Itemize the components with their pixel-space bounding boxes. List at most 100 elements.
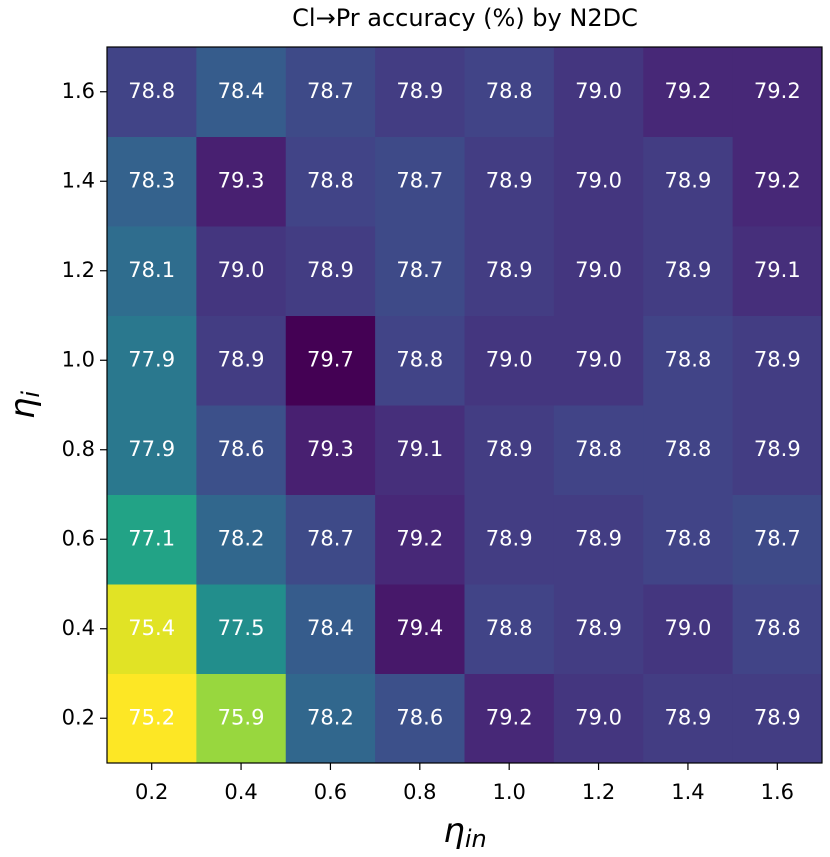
cell-label: 77.9 (128, 347, 175, 371)
heatmap-cell (553, 136, 644, 227)
cell-label: 78.9 (665, 705, 712, 729)
cell-label: 78.8 (754, 616, 801, 640)
cell-label: 79.0 (575, 258, 622, 282)
cell-label: 78.8 (128, 79, 175, 103)
heatmap-cell (375, 405, 465, 495)
cell-label: 78.9 (486, 437, 533, 461)
cell-label: 78.6 (218, 437, 265, 461)
heatmap-cell (375, 584, 465, 674)
cell-label: 79.2 (486, 705, 533, 729)
heatmap-cell (553, 47, 644, 137)
cell-label: 79.1 (754, 258, 801, 282)
y-tick-label: 1.2 (62, 258, 95, 282)
heatmap-cell (107, 405, 197, 495)
heatmap-cell (643, 673, 734, 764)
cell-label: 78.9 (307, 258, 354, 282)
heatmap-cell (553, 494, 644, 585)
heatmap-cell (732, 315, 823, 406)
heatmap-cell (285, 226, 376, 316)
cell-label: 79.1 (396, 437, 443, 461)
heatmap-cell (196, 673, 287, 764)
heatmap-cell (643, 584, 734, 674)
cell-label: 78.7 (754, 526, 801, 550)
cell-label: 78.9 (665, 168, 712, 192)
cell-label: 78.8 (665, 437, 712, 461)
heatmap-cell (107, 226, 197, 316)
cell-label: 79.0 (218, 258, 265, 282)
heatmap-cell (375, 494, 465, 585)
x-tick-label: 1.2 (582, 780, 615, 804)
cell-label: 78.9 (754, 437, 801, 461)
cell-label: 78.8 (575, 437, 622, 461)
heatmap-cell (285, 584, 376, 674)
heatmap-cell (464, 47, 555, 137)
x-axis-label: ηin (443, 811, 486, 854)
heatmap-cell (196, 136, 287, 227)
heatmap-cell (553, 584, 644, 674)
cell-label: 78.9 (486, 526, 533, 550)
cell-label: 78.7 (396, 168, 443, 192)
y-tick-label: 0.2 (62, 705, 95, 729)
y-axis-label: ηi (3, 391, 46, 420)
cell-label: 75.4 (128, 616, 175, 640)
cell-label: 78.8 (396, 347, 443, 371)
x-tick-label: 1.0 (492, 780, 525, 804)
cell-label: 79.0 (575, 79, 622, 103)
cell-label: 79.4 (396, 616, 443, 640)
cell-label: 78.9 (396, 79, 443, 103)
cell-label: 79.2 (754, 79, 801, 103)
heatmap-cell (464, 494, 555, 585)
y-tick-label: 0.4 (62, 616, 95, 640)
heatmap-cell (732, 47, 823, 137)
heatmap-cell (196, 405, 287, 495)
cell-label: 79.2 (665, 79, 712, 103)
heatmap-cell (285, 136, 376, 227)
cell-label: 78.8 (665, 347, 712, 371)
heatmap-cell (553, 673, 644, 764)
y-tick-label: 0.8 (62, 437, 95, 461)
heatmap-cell (375, 673, 465, 764)
cell-label: 78.2 (218, 526, 265, 550)
cell-label: 79.3 (307, 437, 354, 461)
x-axis-symbol: η (443, 811, 465, 851)
y-axis-subscript: i (17, 391, 45, 398)
cell-label: 78.9 (754, 705, 801, 729)
cell-label: 79.0 (575, 347, 622, 371)
heatmap-cell (732, 136, 823, 227)
cell-label: 78.7 (307, 526, 354, 550)
heatmap-cell (464, 136, 555, 227)
cell-label: 79.0 (575, 168, 622, 192)
y-tick-label: 1.0 (62, 347, 95, 371)
heatmap-cell (196, 226, 287, 316)
heatmap-cell (732, 584, 823, 674)
x-tick-label: 1.4 (671, 780, 704, 804)
y-tick-label: 1.4 (62, 168, 95, 192)
x-axis-subscript: in (465, 825, 487, 853)
cell-label: 78.8 (665, 526, 712, 550)
cell-label: 79.0 (665, 616, 712, 640)
heatmap-cell (375, 315, 465, 406)
cell-label: 78.9 (486, 258, 533, 282)
cell-label: 79.2 (396, 526, 443, 550)
cell-label: 78.9 (218, 347, 265, 371)
cell-label: 78.4 (307, 616, 354, 640)
y-tick-label: 0.6 (62, 526, 95, 550)
heatmap-cell (375, 226, 465, 316)
y-tick-label: 1.6 (62, 79, 95, 103)
x-tick-label: 0.6 (314, 780, 347, 804)
heatmap-cell (553, 226, 644, 316)
cell-label: 77.9 (128, 437, 175, 461)
heatmap-cell (464, 226, 555, 316)
heatmap-cell (196, 47, 287, 137)
heatmap-cell (285, 673, 376, 764)
heatmap-cell (643, 136, 734, 227)
x-tick-label: 0.8 (403, 780, 436, 804)
heatmap-cell (553, 405, 644, 495)
heatmap-cell (107, 136, 197, 227)
heatmap-cell (107, 584, 197, 674)
heatmap-cell (107, 673, 197, 764)
cell-label: 78.9 (575, 526, 622, 550)
x-tick-label: 1.6 (761, 780, 794, 804)
heatmap-cell (464, 405, 555, 495)
heatmap-cell (643, 405, 734, 495)
